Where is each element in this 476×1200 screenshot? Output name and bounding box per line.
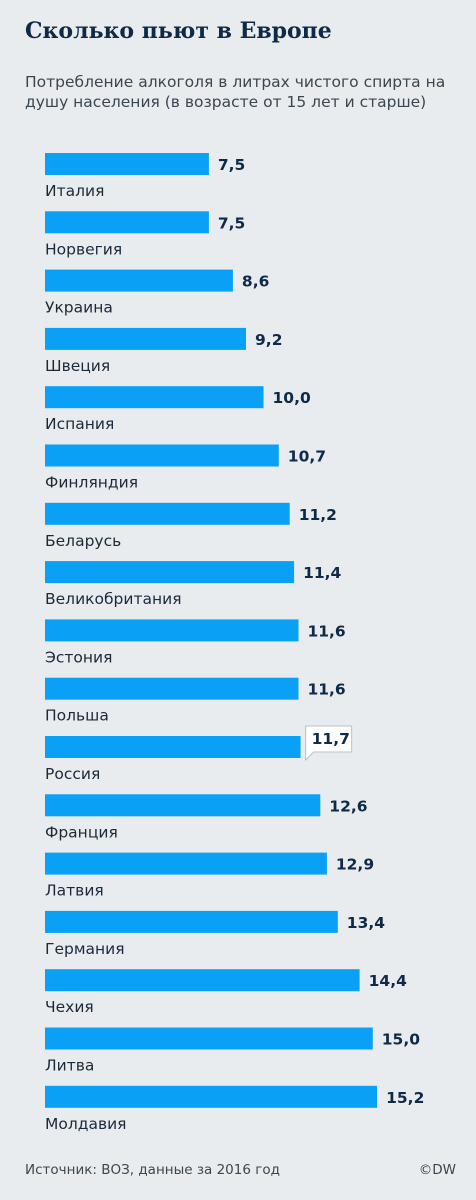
bar (45, 1027, 373, 1050)
value-label: 9,2 (255, 331, 282, 349)
category-label: Россия (45, 765, 100, 783)
category-label: Молдавия (45, 1115, 127, 1133)
category-label: Испания (45, 415, 114, 433)
category-label: Польша (45, 707, 109, 725)
dw-copyright: ©DW (418, 1162, 456, 1178)
value-label: 12,6 (329, 797, 367, 815)
category-label: Литва (45, 1057, 94, 1075)
value-label: 11,7 (312, 730, 350, 748)
category-label: Латвия (45, 882, 104, 900)
value-label: 10,0 (273, 389, 311, 407)
value-label: 11,4 (303, 564, 341, 582)
chart-subtitle: Потребление алкоголя в литрах чистого сп… (25, 73, 446, 111)
value-label: 7,5 (218, 214, 245, 232)
category-label: Германия (45, 940, 125, 958)
bar (45, 619, 299, 642)
callout-box (305, 725, 353, 762)
value-label: 10,7 (288, 448, 326, 466)
category-label: Великобритания (45, 590, 182, 608)
bar (45, 502, 290, 525)
category-label: Франция (45, 823, 118, 841)
value-label: 8,6 (242, 273, 269, 291)
value-label: 7,5 (218, 156, 245, 174)
bar (45, 1085, 378, 1108)
bar (45, 327, 246, 350)
category-label: Финляндия (45, 474, 138, 492)
value-label: 14,4 (369, 972, 407, 990)
bar (45, 852, 327, 875)
category-label: Швеция (45, 357, 110, 375)
value-label: 15,0 (382, 1031, 420, 1049)
value-label: 12,9 (336, 856, 374, 874)
bar (45, 386, 264, 409)
value-label: 13,4 (347, 914, 385, 932)
bar (45, 794, 321, 817)
bar (45, 736, 301, 758)
value-label: 11,2 (299, 506, 337, 524)
bar (45, 211, 209, 234)
bar (45, 153, 209, 175)
bar (45, 969, 360, 992)
value-label: 15,2 (386, 1089, 424, 1107)
category-label: Италия (45, 182, 104, 200)
category-label: Чехия (45, 998, 94, 1016)
value-label: 11,6 (307, 681, 345, 699)
bar (45, 910, 338, 933)
bar (45, 269, 233, 292)
category-label: Эстония (45, 648, 112, 666)
bar (45, 677, 299, 700)
bar (45, 561, 295, 584)
value-label: 11,6 (307, 622, 345, 640)
category-label: Норвегия (45, 240, 122, 258)
category-label: Украина (45, 299, 113, 317)
source-note: Источник: ВОЗ, данные за 2016 год (25, 1162, 280, 1178)
chart-title: Сколько пьют в Европе (25, 18, 332, 44)
bar (45, 444, 279, 467)
category-label: Беларусь (45, 532, 121, 550)
